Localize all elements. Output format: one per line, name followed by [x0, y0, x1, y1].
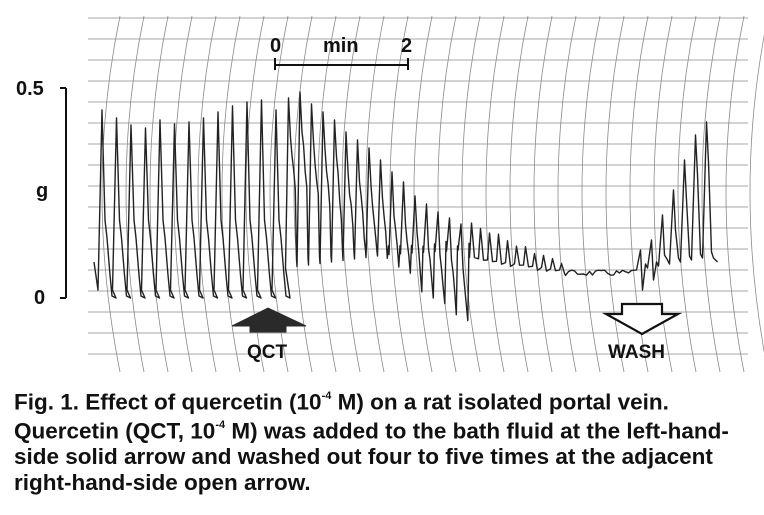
annotations [60, 58, 683, 336]
grid-time-arc [293, 15, 313, 373]
time-scale-end: 2 [401, 35, 413, 57]
wash-arrow-label: WASH [608, 342, 665, 363]
qct-solid-arrow-icon [231, 307, 307, 333]
y-axis-top-label: 0.5 [16, 78, 44, 100]
grid-time-arc [413, 15, 433, 373]
grid-time-arc [221, 15, 241, 373]
tension-trace-line [93, 91, 718, 322]
grid-time-arc [437, 15, 457, 373]
time-scale-unit: min [323, 35, 359, 57]
grid-time-arc [101, 15, 121, 373]
grid-time-arc [533, 15, 553, 373]
grid-time-arc [341, 15, 361, 373]
grid-time-arc [389, 15, 409, 373]
grid-time-arc [485, 15, 505, 373]
chart-paper-grid [88, 15, 764, 373]
qct-arrow-label: QCT [247, 342, 288, 363]
grid-time-arc [365, 15, 385, 373]
grid-time-arc [581, 15, 601, 373]
grid-time-arc [173, 15, 193, 373]
wash-open-arrow-icon [601, 302, 683, 336]
grid-time-arc [461, 15, 481, 373]
tension-recording-figure: 0.5 g 0 0 min 2 QCT WASH [16, 15, 764, 373]
grid-time-arc [557, 15, 577, 373]
grid-time-arc [509, 15, 529, 373]
figure-caption: Fig. 1. Effect of quercetin (10-4 M) on … [14, 389, 729, 495]
grid-time-arc [749, 34, 764, 353]
grid-time-arc [605, 15, 625, 373]
grid-time-arc [701, 15, 721, 373]
grid-time-arc [725, 15, 745, 373]
time-scale-start: 0 [270, 35, 282, 57]
grid-time-arc [653, 15, 673, 373]
grid-time-arc [677, 15, 697, 373]
grid-time-arc [149, 15, 169, 373]
grid-time-arc [197, 15, 217, 373]
tension-trace [93, 91, 718, 322]
grid-time-arc [125, 15, 145, 373]
y-axis-bottom-label: 0 [34, 287, 46, 309]
y-axis-unit-label: g [36, 180, 49, 202]
